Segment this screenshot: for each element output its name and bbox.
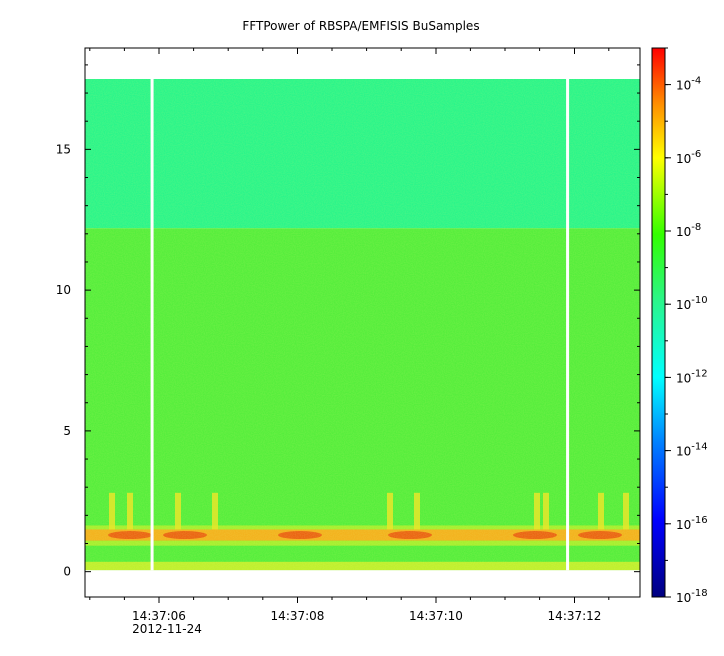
colorbar-tick-label-1: 10-6 bbox=[676, 149, 701, 166]
colorbar-tick-label-5: 10-14 bbox=[676, 442, 708, 459]
x-tick-label-3: 14:37:12 bbox=[548, 609, 602, 623]
x-tick-label-0: 14:37:06 bbox=[132, 609, 186, 623]
colorbar-tick-label-0: 10-4 bbox=[676, 76, 701, 93]
y-tick-label-1: 5 bbox=[63, 424, 71, 438]
plot-area bbox=[85, 48, 640, 597]
colorbar-tick-label-6: 10-16 bbox=[676, 515, 708, 532]
x-axis: 14:37:06 14:37:08 14:37:10 14:37:12 bbox=[89, 48, 610, 623]
burst-3 bbox=[212, 492, 218, 530]
x-tick-label-2: 14:37:10 bbox=[409, 609, 463, 623]
colorbar-axis: 10-4 10-6 10-8 10-10 10-12 10-14 10-16 10-18 bbox=[665, 47, 708, 605]
plot-frame bbox=[84, 47, 641, 598]
burst-8 bbox=[598, 492, 604, 530]
y-axis: 0 5 10 15 bbox=[56, 64, 640, 579]
colorbar-tick-label-7: 10-18 bbox=[676, 588, 708, 605]
chart-title: FFTPower of RBSPA/EMFISIS BuSamples bbox=[242, 19, 479, 33]
colorbar-tick-label-4: 10-12 bbox=[676, 368, 708, 385]
data-gap-1 bbox=[566, 78, 570, 571]
colorbar bbox=[651, 47, 666, 598]
data-gap-0 bbox=[150, 78, 154, 571]
empty-top bbox=[85, 48, 640, 79]
data-gaps bbox=[85, 48, 640, 597]
burst-0 bbox=[109, 492, 115, 530]
burst-7 bbox=[543, 492, 549, 530]
y-tick-label-3: 15 bbox=[56, 142, 71, 156]
noise-texture bbox=[85, 73, 640, 570]
empty-bottom bbox=[85, 570, 640, 597]
burst-1 bbox=[127, 492, 133, 530]
burst-2 bbox=[175, 492, 181, 530]
y-tick-label-0: 0 bbox=[63, 565, 71, 579]
x-tick-label-1: 14:37:08 bbox=[271, 609, 325, 623]
colorbar-tick-label-2: 10-8 bbox=[676, 222, 701, 239]
burst-4 bbox=[387, 492, 393, 530]
burst-9 bbox=[623, 492, 629, 530]
burst-6 bbox=[534, 492, 540, 530]
burst-features bbox=[109, 492, 629, 530]
burst-5 bbox=[414, 492, 420, 530]
x-date-label: 2012-11-24 bbox=[132, 622, 202, 636]
y-tick-label-2: 10 bbox=[56, 283, 71, 297]
colorbar-tick-label-3: 10-10 bbox=[676, 295, 708, 312]
